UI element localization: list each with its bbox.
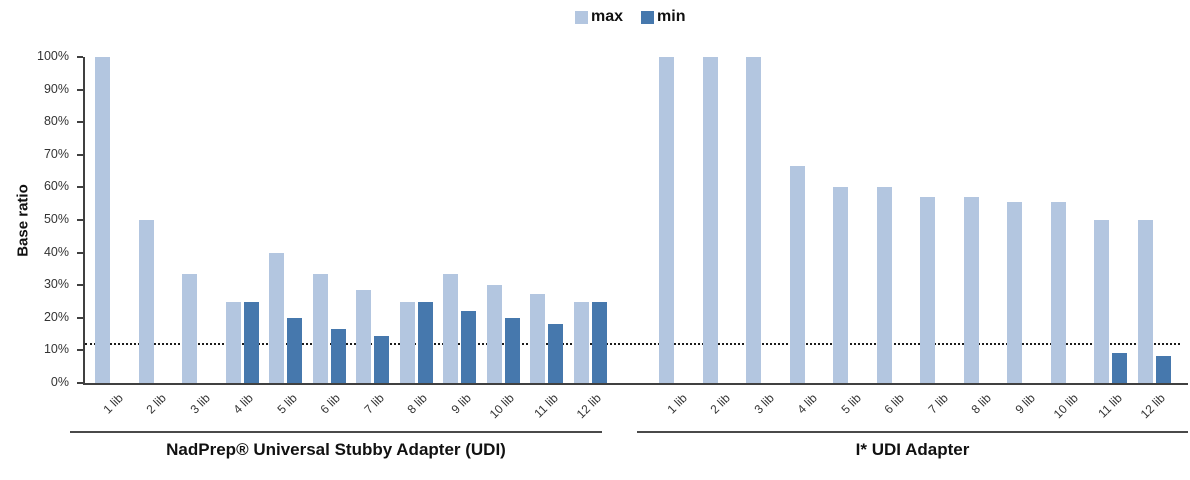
y-tick-mark <box>77 88 83 91</box>
y-axis-line <box>83 57 85 385</box>
y-tick-label: 100% <box>37 49 69 63</box>
bar-max-group1-3lib <box>182 274 197 383</box>
legend: max min <box>575 8 685 26</box>
group-underline-2 <box>637 431 1188 433</box>
bar-max-group1-9lib <box>443 274 458 383</box>
bar-max-group1-8lib <box>399 301 415 383</box>
bar-max-group1-10lib <box>486 285 502 383</box>
legend-swatch-min-icon <box>641 10 655 24</box>
bar-min-group2-12lib <box>1155 355 1171 383</box>
bar-max-group2-8lib <box>963 196 979 383</box>
bar-max-group2-7lib <box>920 196 935 383</box>
legend-swatch-max-icon <box>575 10 588 24</box>
y-tick-mark <box>77 186 83 189</box>
legend-item-min: min <box>641 8 685 26</box>
bar-min-group1-5lib <box>287 317 302 383</box>
bar-min-group1-8lib <box>417 301 433 383</box>
bar-max-group2-2lib <box>702 57 718 383</box>
bar-min-group1-10lib <box>504 317 520 383</box>
y-tick-mark <box>77 121 83 124</box>
y-tick-mark <box>77 56 83 58</box>
y-tick-label: 20% <box>43 309 69 324</box>
bar-min-group1-12lib <box>591 301 607 383</box>
y-tick-mark <box>77 382 83 384</box>
y-tick-mark <box>77 349 83 352</box>
bar-max-group1-12lib <box>573 301 589 383</box>
threshold-line <box>85 342 1180 345</box>
bar-max-group1-6lib <box>312 274 328 383</box>
y-tick-label: 90% <box>43 81 69 96</box>
bar-max-group2-3lib <box>746 57 761 383</box>
group-title-2: I* UDI Adapter <box>855 440 970 459</box>
legend-label-min: min <box>657 8 686 25</box>
y-tick-label: 50% <box>43 212 69 226</box>
y-tick-mark <box>77 251 83 254</box>
legend-item-max: max <box>575 8 623 26</box>
bar-max-group2-4lib <box>789 165 805 383</box>
bar-max-group2-9lib <box>1007 201 1022 383</box>
group-underline-1 <box>70 431 602 433</box>
bar-min-group2-11lib <box>1112 353 1127 383</box>
y-tick-label: 80% <box>43 114 69 129</box>
bar-max-group1-11lib <box>530 294 545 383</box>
bar-max-group2-10lib <box>1050 201 1066 383</box>
y-tick-mark <box>77 316 83 319</box>
bar-max-group2-11lib <box>1094 220 1109 383</box>
y-tick-mark <box>77 153 83 156</box>
bar-max-group1-7lib <box>356 289 371 383</box>
y-tick-label: 10% <box>43 342 69 357</box>
bar-min-group1-7lib <box>374 336 389 383</box>
y-tick-mark <box>77 284 83 287</box>
bar-max-group1-1lib <box>95 57 110 383</box>
bar-max-group1-5lib <box>269 252 284 383</box>
bar-max-group2-12lib <box>1137 220 1153 383</box>
bar-max-group2-1lib <box>659 57 674 383</box>
y-tick-label: 40% <box>43 244 69 259</box>
bar-max-group1-2lib <box>138 220 154 383</box>
bar-min-group1-9lib <box>461 310 476 383</box>
group-title-1: NadPrep® Universal Stubby Adapter (UDI) <box>166 440 506 459</box>
bar-min-group1-4lib <box>243 301 259 383</box>
y-tick-label: 0% <box>50 375 69 389</box>
bar-min-group1-11lib <box>548 323 563 383</box>
y-tick-label: 30% <box>43 277 69 292</box>
bar-max-group2-5lib <box>833 187 848 383</box>
y-tick-label: 70% <box>43 146 69 161</box>
bar-max-group1-4lib <box>225 301 241 383</box>
legend-label-max: max <box>591 8 624 25</box>
y-tick-label: 60% <box>43 179 69 194</box>
bar-min-group1-6lib <box>330 328 346 383</box>
bar-max-group2-6lib <box>876 187 892 383</box>
y-tick-mark <box>77 219 83 221</box>
x-axis-line <box>83 383 1188 385</box>
